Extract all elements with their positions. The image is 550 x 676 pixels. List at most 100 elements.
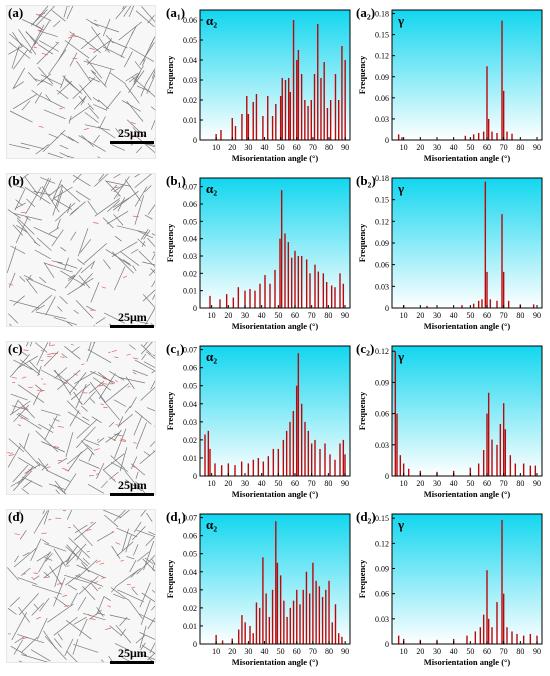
bar	[500, 424, 501, 476]
y-tick-label: 0.02	[183, 269, 197, 278]
scale-bar-label-d: 25μm	[118, 646, 147, 661]
x-tick-label: 50	[466, 311, 474, 320]
grain-boundary	[125, 406, 130, 413]
grain-boundary	[85, 41, 101, 53]
bar	[286, 431, 287, 476]
y-tick-label: 0.07	[183, 346, 197, 355]
grain-boundary	[99, 373, 115, 399]
bar	[329, 454, 330, 476]
twin-boundary	[40, 360, 43, 361]
grain-boundary	[114, 214, 124, 225]
grain-boundary	[77, 36, 86, 40]
twin-boundary	[71, 344, 74, 345]
x-tick-label: 10	[208, 479, 216, 488]
grain-boundary	[40, 598, 50, 611]
x-tick-label: 20	[416, 647, 424, 656]
x-tick-label: 20	[224, 311, 232, 320]
grain-boundary	[31, 650, 51, 662]
grain-boundary	[44, 572, 50, 577]
y-tick-label: 0.03	[375, 282, 389, 291]
twin-boundary	[102, 287, 106, 288]
twin-boundary	[123, 276, 127, 278]
bar	[324, 444, 325, 477]
x-tick-label: 10	[400, 311, 408, 320]
grain-boundary	[124, 6, 141, 17]
y-axis-label: Frequency	[165, 391, 175, 430]
bar	[311, 100, 312, 140]
bar	[486, 272, 487, 308]
grain-boundary	[14, 213, 42, 220]
grain-boundary	[152, 278, 156, 287]
y-tick-label: 0.01	[183, 287, 197, 296]
y-tick-label: 0.04	[183, 56, 197, 65]
twin-boundary	[103, 384, 108, 385]
x-tick-label: 50	[274, 311, 282, 320]
grain-boundary	[151, 587, 155, 610]
bar	[334, 287, 335, 308]
twin-boundary	[39, 126, 44, 127]
panel-label-c: (c)	[8, 341, 22, 357]
x-tick-label: 40	[450, 647, 458, 656]
grain-boundary	[98, 157, 123, 158]
y-tick-label: 0.04	[183, 568, 197, 577]
bar	[338, 100, 339, 140]
twin-boundary	[101, 578, 106, 579]
x-tick-label: 30	[241, 311, 249, 320]
phase-label: γ	[397, 181, 404, 196]
scale-bar-d	[110, 661, 154, 664]
grain-boundary	[119, 377, 145, 383]
grain-boundary	[44, 510, 50, 524]
bar	[275, 104, 276, 140]
grain-boundary	[66, 620, 91, 639]
y-axis-label: Frequency	[165, 223, 175, 262]
grain-boundary	[109, 422, 114, 427]
grain-boundary	[10, 597, 20, 606]
y-tick-label: 0.18	[375, 10, 389, 19]
grain-boundary	[49, 424, 54, 428]
twin-boundary	[101, 404, 104, 405]
bar	[241, 615, 242, 644]
y-tick-label: 0	[193, 136, 197, 145]
grain-boundary	[85, 113, 99, 123]
grain-boundary	[142, 354, 146, 360]
bar	[396, 414, 397, 476]
bar	[473, 304, 474, 308]
bar	[486, 66, 487, 140]
y-tick-label: 0.03	[183, 76, 197, 85]
grain-boundary	[8, 608, 17, 614]
grain-boundary	[136, 147, 142, 153]
grain-boundary	[79, 576, 98, 594]
grain-boundary	[84, 243, 107, 263]
x-tick-label: 70	[309, 143, 317, 152]
grain-boundary	[45, 415, 58, 440]
x-tick-label: 10	[212, 647, 220, 656]
grain-boundary	[141, 342, 155, 354]
bar	[273, 449, 274, 476]
bar	[307, 106, 308, 140]
y-tick-label: 0.02	[183, 604, 197, 613]
grain-boundary	[67, 6, 78, 19]
grain-boundary	[83, 558, 90, 564]
bar	[262, 557, 263, 644]
panel-label-a: (a)	[8, 5, 23, 21]
scale-bar-a	[110, 141, 154, 144]
grain-boundary	[36, 144, 49, 154]
x-axis-label: Misorientation angle (°)	[232, 153, 319, 163]
grain-boundary	[9, 144, 30, 149]
x-tick-label: 60	[293, 143, 301, 152]
grain-boundary	[11, 246, 26, 254]
grain-boundary	[87, 59, 102, 78]
grain-boundary	[111, 587, 116, 593]
grain-boundary	[89, 342, 97, 351]
bar	[320, 78, 321, 140]
x-tick-label: 70	[500, 143, 508, 152]
twin-boundary	[90, 619, 96, 620]
grain-boundary	[57, 219, 61, 229]
grain-boundary	[92, 584, 98, 591]
grain-boundary	[22, 488, 39, 494]
bar	[301, 404, 302, 476]
grain-boundary	[88, 103, 94, 109]
